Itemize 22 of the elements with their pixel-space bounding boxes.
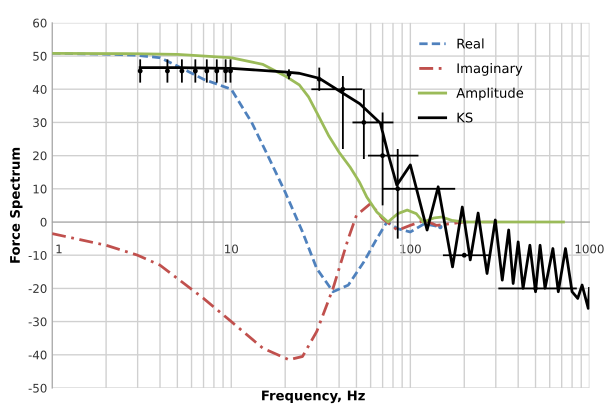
y-tick-label: 0 [40, 218, 47, 227]
y-tick-label: 40 [32, 84, 47, 94]
y-tick-label: -30 [28, 317, 47, 326]
x-tick-label: 100 [400, 244, 421, 254]
legend-label: Amplitude [456, 88, 524, 100]
y-tick-label: 30 [33, 118, 47, 128]
y-tick-label: -20 [28, 284, 47, 294]
x-tick-label: 10 [225, 244, 238, 254]
y-axis-title: Force Spectrum [10, 148, 22, 263]
y-tick-label: 20 [33, 151, 47, 160]
legend-label: Imaginary [458, 63, 522, 76]
legend-label: Real [458, 38, 484, 49]
x-tick-label: 1 [56, 244, 62, 254]
y-tick-label: -10 [28, 250, 47, 260]
y-tick-label: 10 [34, 184, 47, 194]
legend-label: KS [458, 112, 473, 123]
y-tick-label: 50 [33, 52, 47, 61]
x-tick-label: 1000 [576, 244, 604, 254]
y-tick-label: -50 [28, 384, 47, 393]
x-axis-title: Frequency, Hz [262, 390, 365, 404]
y-tick-label: 60 [33, 18, 47, 28]
y-tick-label: -40 [28, 350, 47, 360]
